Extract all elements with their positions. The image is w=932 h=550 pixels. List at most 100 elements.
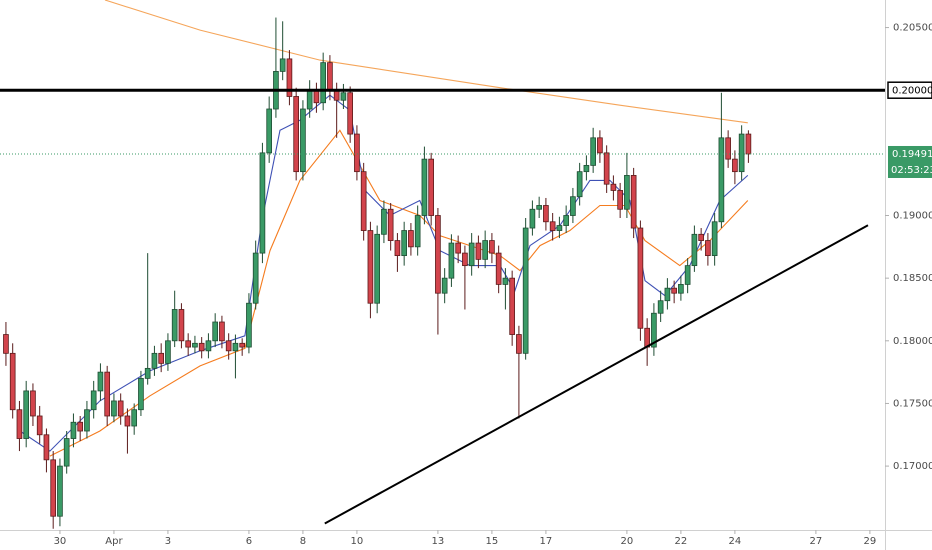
moving-average <box>19 94 749 452</box>
candle-body <box>745 133 752 155</box>
x-tick-label: 10 <box>351 536 364 547</box>
candle-body <box>657 300 664 314</box>
candle-body <box>3 334 9 354</box>
candle-body <box>279 58 286 72</box>
candle-body <box>97 371 104 392</box>
x-tick-label: 27 <box>810 536 823 547</box>
candle-body <box>549 221 556 231</box>
candle-body <box>684 265 691 285</box>
candle-body <box>354 133 360 173</box>
candle-body <box>90 390 97 411</box>
candle-body <box>597 137 603 154</box>
candle-body <box>219 321 225 342</box>
candle-body <box>671 287 677 294</box>
candle-body <box>239 342 246 348</box>
candle-body <box>313 89 320 104</box>
candle-body <box>529 208 536 229</box>
candle-body <box>171 309 178 342</box>
x-tick-label: 30 <box>54 536 67 547</box>
countdown-label: 02:53:23 <box>891 165 932 176</box>
hline-label: 0.20000 <box>892 86 932 97</box>
x-tick-label: 20 <box>621 536 634 547</box>
candle-body <box>644 327 650 348</box>
candle-body <box>678 284 684 294</box>
candle-body <box>16 409 23 439</box>
candle-body <box>225 340 232 352</box>
candle-body <box>590 137 596 166</box>
x-tick-label: 3 <box>165 536 171 547</box>
x-tick-label: 8 <box>300 536 306 547</box>
candle-body <box>178 309 185 342</box>
y-tick-label: 0.20500 <box>893 23 932 34</box>
plot-area <box>3 0 869 529</box>
candle-body <box>340 92 347 101</box>
candle-body <box>367 230 374 304</box>
candle-body <box>252 252 259 304</box>
candle-body <box>522 227 529 354</box>
candle-body <box>536 205 542 210</box>
candle-body <box>300 108 306 173</box>
candle-body <box>401 230 407 257</box>
candle-body <box>509 277 515 335</box>
y-tick-label: 0.17000 <box>893 461 932 472</box>
candle-body <box>84 409 90 432</box>
last-price-label: 0.19491 <box>892 149 932 160</box>
candle-body <box>624 175 630 210</box>
last-price-box <box>888 145 932 178</box>
candle-body <box>691 233 698 267</box>
candle-body <box>327 62 333 91</box>
candle-body <box>705 240 711 257</box>
candle-body <box>30 390 36 417</box>
candle-body <box>387 208 394 241</box>
candle-body <box>725 137 731 160</box>
x-tick-label: 22 <box>675 536 688 547</box>
candle-body <box>421 158 428 216</box>
candle-body <box>570 196 576 216</box>
candle-body <box>455 242 461 254</box>
candle-body <box>495 252 502 285</box>
x-tick-label: 15 <box>486 536 499 547</box>
candle-body <box>205 340 212 352</box>
candle-body <box>70 421 77 439</box>
y-tick-label: 0.18500 <box>893 273 932 284</box>
x-tick-label: Apr <box>105 536 123 547</box>
candle-body <box>394 240 401 257</box>
candle-body <box>489 240 495 254</box>
candle-body <box>266 108 273 154</box>
candle-body <box>43 434 50 461</box>
candle-body <box>475 242 482 260</box>
candle-body <box>198 342 205 352</box>
candle-body <box>144 367 151 379</box>
candle-body <box>482 240 488 260</box>
candle-body <box>192 342 198 348</box>
candle-body <box>711 221 718 257</box>
y-tick-label: 0.19000 <box>893 211 932 222</box>
candle-body <box>637 227 644 329</box>
moving-average <box>104 0 748 124</box>
candle-body <box>259 152 266 254</box>
candle-body <box>360 171 367 231</box>
candle-body <box>738 133 745 173</box>
candle-body <box>185 340 192 348</box>
candle-body <box>428 158 434 216</box>
x-tick-label: 6 <box>246 536 252 547</box>
candle-body <box>610 183 617 191</box>
candle-body <box>138 377 144 411</box>
candle-body <box>131 409 138 427</box>
candle-body <box>381 208 387 235</box>
candle-body <box>448 242 455 279</box>
candle-body <box>502 277 509 285</box>
candle-body <box>293 96 299 173</box>
x-tick-label: 29 <box>864 536 877 547</box>
candle-body <box>543 205 549 223</box>
candle-body <box>77 421 84 432</box>
candle-body <box>664 287 671 302</box>
candle-body <box>36 415 43 436</box>
hline-label-box <box>887 81 932 99</box>
candle-body <box>246 302 252 348</box>
candle-body <box>462 252 468 267</box>
candle-body <box>23 390 30 439</box>
candle-body <box>104 371 111 417</box>
candle-body <box>374 233 380 304</box>
